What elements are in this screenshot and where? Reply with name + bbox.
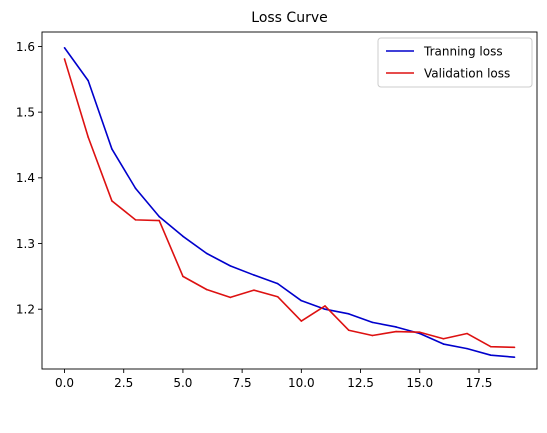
x-tick-label: 17.5	[466, 376, 493, 390]
x-tick-label: 12.5	[347, 376, 374, 390]
x-tick-label: 15.0	[406, 376, 433, 390]
data-point-training-loss	[324, 308, 326, 311]
data-point-training-loss	[158, 215, 161, 218]
data-point-validation-loss	[182, 275, 184, 278]
series-line-validation-loss	[63, 58, 515, 349]
data-point-validation-loss	[490, 345, 492, 348]
x-tick-label: 2.5	[114, 376, 133, 390]
data-point-validation-loss	[418, 331, 421, 334]
data-point-validation-loss	[324, 305, 326, 307]
data-point-validation-loss	[395, 330, 397, 333]
data-point-training-loss	[205, 252, 208, 255]
data-point-training-loss	[513, 356, 516, 358]
x-tick-label: 10.0	[288, 376, 315, 390]
chart-title: Loss Curve	[251, 10, 327, 26]
x-tick-label: 5.0	[173, 376, 192, 390]
data-point-training-loss	[63, 46, 66, 49]
x-tick-label: 0.0	[55, 376, 74, 390]
data-point-validation-loss	[205, 288, 208, 291]
y-tick-label: 1.2	[16, 303, 35, 317]
data-point-validation-loss	[276, 295, 279, 298]
data-point-training-loss	[253, 274, 255, 276]
data-point-training-loss	[371, 321, 374, 324]
y-tick-label: 1.3	[16, 237, 35, 251]
data-point-validation-loss	[158, 219, 161, 222]
data-point-validation-loss	[111, 200, 113, 202]
y-axis: 1.2 1.3 1.4 1.5 1.6	[16, 40, 42, 317]
data-point-validation-loss	[371, 334, 374, 337]
data-point-training-loss	[111, 148, 113, 150]
data-point-training-loss	[442, 343, 445, 345]
data-point-validation-loss	[134, 219, 137, 221]
data-point-training-loss	[300, 299, 303, 302]
x-tick-label: 7.5	[233, 376, 252, 390]
series-layer	[63, 46, 516, 358]
y-tick-label: 1.5	[16, 105, 35, 119]
plot-area: 0.0 2.5 5.0 7.5 10.0 12.5 15.0 17.5 1.21.31.41.…	[16, 31, 538, 390]
data-point-validation-loss	[253, 289, 255, 291]
legend-label-validation-loss: Validation loss	[424, 67, 510, 81]
data-point-training-loss	[134, 187, 137, 190]
series-training-loss	[63, 46, 516, 358]
data-point-validation-loss	[63, 58, 66, 60]
series-validation-loss	[63, 58, 516, 349]
data-point-training-loss	[490, 354, 492, 357]
data-point-training-loss	[229, 265, 232, 267]
data-point-validation-loss	[442, 337, 445, 340]
data-point-validation-loss	[513, 346, 516, 349]
data-point-validation-loss	[229, 296, 232, 299]
y-tick-label: 1.4	[16, 171, 35, 185]
data-point-validation-loss	[347, 329, 350, 332]
y-tick-label: 1.6	[16, 40, 35, 54]
data-point-training-loss	[276, 282, 279, 285]
series-line-training-loss	[63, 47, 515, 358]
data-point-validation-loss	[300, 320, 303, 322]
legend-box	[377, 37, 533, 88]
legend-label-training-loss: Tranning loss	[423, 45, 503, 59]
plot-frame	[41, 31, 538, 370]
legend: Tranning loss Validation loss	[377, 37, 533, 88]
data-point-training-loss	[347, 313, 350, 315]
data-point-training-loss	[182, 235, 184, 238]
data-point-validation-loss	[87, 136, 89, 138]
data-point-training-loss	[466, 347, 468, 350]
x-axis: 0.0 2.5 5.0 7.5 10.0 12.5 15.0 17.5	[55, 369, 492, 390]
data-point-validation-loss	[466, 332, 468, 335]
data-point-training-loss	[395, 326, 397, 328]
data-point-training-loss	[87, 79, 89, 82]
